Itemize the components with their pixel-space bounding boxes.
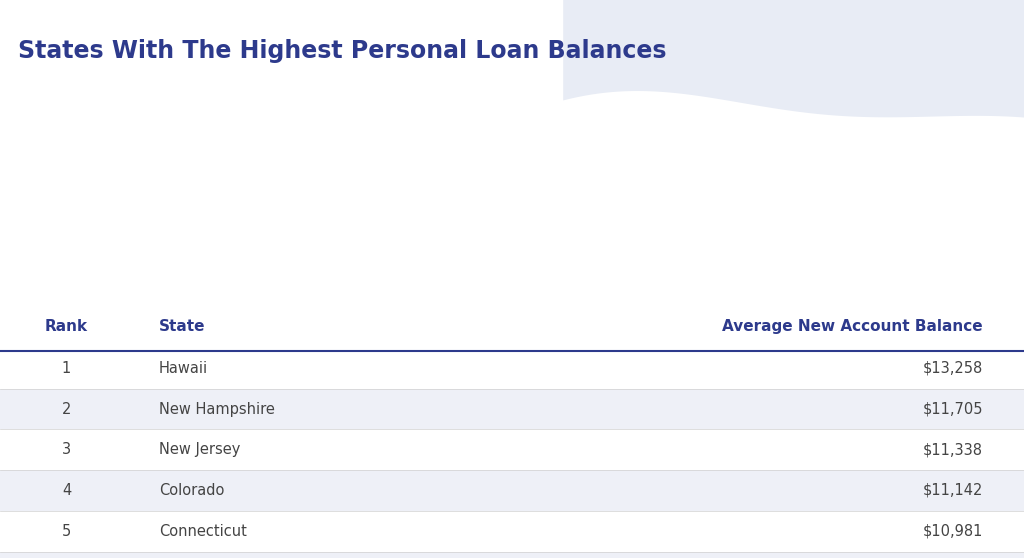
Text: 5: 5	[61, 524, 72, 538]
Text: 1: 1	[61, 361, 72, 376]
Text: States With The Highest Personal Loan Balances: States With The Highest Personal Loan Ba…	[18, 39, 667, 63]
Text: $13,258: $13,258	[923, 361, 983, 376]
Text: Average New Account Balance: Average New Account Balance	[722, 319, 983, 334]
Text: New Hampshire: New Hampshire	[159, 402, 274, 416]
Text: Colorado: Colorado	[159, 483, 224, 498]
FancyBboxPatch shape	[0, 470, 1024, 511]
Text: $11,705: $11,705	[923, 402, 983, 416]
FancyBboxPatch shape	[0, 551, 1024, 558]
Text: New Jersey: New Jersey	[159, 442, 240, 457]
Text: $10,981: $10,981	[923, 524, 983, 538]
FancyBboxPatch shape	[0, 388, 1024, 430]
Text: Rank: Rank	[45, 319, 88, 334]
Text: $11,142: $11,142	[923, 483, 983, 498]
Text: Hawaii: Hawaii	[159, 361, 208, 376]
Text: 3: 3	[62, 442, 71, 457]
PathPatch shape	[563, 0, 1024, 118]
Text: Connecticut: Connecticut	[159, 524, 247, 538]
Text: 4: 4	[61, 483, 72, 498]
Text: $11,338: $11,338	[923, 442, 983, 457]
Text: 2: 2	[61, 402, 72, 416]
Text: State: State	[159, 319, 205, 334]
